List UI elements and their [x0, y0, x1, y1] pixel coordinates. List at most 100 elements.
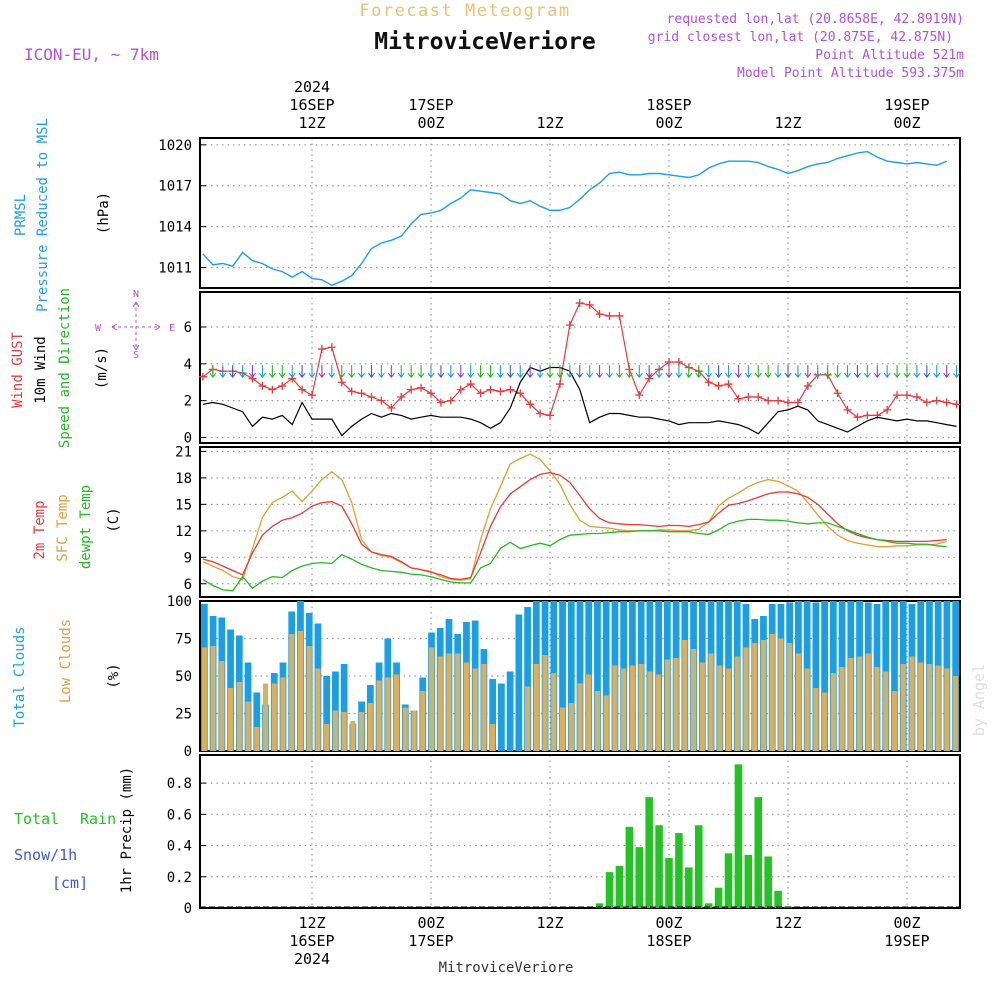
time-label: 17SEP: [408, 96, 453, 114]
gust-marker: [922, 398, 931, 407]
time-label: 18SEP: [646, 932, 691, 950]
low-cloud-bar: [813, 688, 819, 751]
gust-marker: [516, 389, 525, 398]
total-cloud-bar: [559, 601, 566, 751]
temperature-panel: 21 18 15 12 9 6: [175, 444, 961, 598]
time-label: 12Z: [774, 114, 801, 132]
low-cloud-bar: [245, 701, 251, 751]
wind-direction-arrow: [645, 365, 653, 379]
low-cloud-bar: [289, 634, 295, 751]
wind-direction-arrow: [685, 365, 693, 379]
rain-bar: [694, 825, 703, 908]
gust-marker: [873, 411, 882, 420]
gust-marker: [595, 310, 604, 319]
wind-direction-arrow: [576, 365, 584, 379]
low-cloud-bar: [769, 634, 775, 751]
gust-marker: [615, 311, 624, 320]
wind-speed-dir-label: Speed and Direction: [57, 288, 73, 448]
time-label: 12Z: [774, 914, 801, 932]
wind-direction-arrow: [695, 365, 703, 379]
wind-direction-arrow: [437, 365, 445, 379]
wind-direction-arrow: [814, 365, 822, 379]
temp-tick-label: 21: [175, 444, 192, 460]
low-cloud-bar: [385, 677, 391, 751]
time-label: 00Z: [893, 914, 920, 932]
wind-direction-arrow: [229, 365, 237, 379]
low-cloud-bar: [437, 656, 443, 751]
total-cloud-bar: [594, 601, 601, 751]
time-label: 12Z: [536, 114, 563, 132]
low-cloud-bar: [865, 653, 871, 751]
svg-text:N: N: [133, 289, 139, 300]
gust-marker: [665, 357, 673, 366]
svg-text:E: E: [169, 323, 175, 334]
time-label: 18SEP: [646, 96, 691, 114]
total-cloud-bar: [515, 614, 523, 751]
compass-icon: N S W E: [95, 289, 175, 361]
low-cloud-bar: [577, 683, 583, 751]
gust-marker: [784, 398, 792, 407]
time-label: 2024: [294, 950, 330, 968]
gust-marker: [327, 343, 336, 352]
time-label: 12Z: [298, 914, 325, 932]
rain-bar: [675, 833, 683, 908]
wind-direction-arrow: [863, 365, 871, 379]
clouds-tick-label: 100: [167, 594, 192, 610]
wind-direction-arrow: [526, 365, 534, 379]
low-cloud-bar: [463, 662, 470, 751]
model-point-altitude: Model Point Altitude 593.375m: [737, 66, 964, 81]
pressure-tick-label: 1017: [158, 179, 192, 195]
wind-direction-arrow: [566, 365, 574, 379]
low-cloud-bar: [551, 673, 557, 751]
temp-tick-label: 6: [184, 577, 192, 593]
rain-label: Rain: [80, 810, 116, 828]
time-label: 12Z: [298, 114, 325, 132]
wind-direction-arrow: [536, 365, 544, 379]
gust-marker: [843, 405, 852, 414]
gust-marker: [446, 396, 455, 405]
low-cloud-bar: [411, 710, 417, 751]
temp-tick-label: 18: [175, 471, 192, 487]
rain-bar: [685, 867, 693, 908]
wind-direction-arrow: [754, 365, 762, 379]
wind-direction-arrow: [625, 365, 633, 379]
svg-text:W: W: [95, 323, 102, 334]
wind-direction-arrow: [338, 365, 346, 379]
time-label: 16SEP: [289, 96, 334, 114]
rain-bar: [714, 887, 723, 908]
wind-direction-arrow: [417, 365, 425, 379]
low-cloud-bar: [883, 671, 889, 751]
temp-tick-label: 9: [184, 550, 192, 566]
wind-direction-arrow: [764, 365, 772, 379]
t2m-line: [202, 471, 947, 581]
wind-direction-arrow: [596, 365, 604, 379]
gust-marker: [903, 391, 911, 400]
time-label: 00Z: [655, 914, 682, 932]
rain-bar: [724, 853, 733, 908]
credit-watermark: by Angel: [970, 664, 988, 736]
wind-direction-arrow: [615, 365, 623, 379]
low-cloud-bar: [839, 667, 845, 751]
gust-marker: [575, 299, 584, 308]
wind-direction-arrow: [219, 365, 227, 379]
low-cloud-bar: [481, 664, 487, 751]
gust-marker: [476, 389, 485, 398]
pressure-tick-label: 1020: [158, 138, 192, 154]
time-label: 00Z: [417, 914, 444, 932]
gust-marker: [536, 409, 545, 418]
low-cloud-bar: [568, 703, 574, 751]
wind-direction-arrow: [477, 365, 485, 379]
wind-direction-arrow: [853, 365, 861, 379]
low-cloud-bar: [743, 647, 749, 751]
clouds-tick-label: 0: [184, 744, 192, 760]
wind-direction-arrow: [774, 365, 782, 379]
wind-direction-arrow: [744, 365, 752, 379]
low-cloud-bar: [402, 707, 408, 751]
precip-tick-label: 0.6: [167, 807, 192, 823]
rain-bar: [645, 797, 653, 908]
product-title: Forecast Meteogram: [359, 1, 570, 21]
total-cloud-bar: [489, 679, 497, 751]
gust-marker: [932, 396, 941, 405]
wind-direction-arrow: [239, 365, 247, 379]
time-label: 17SEP: [408, 932, 453, 950]
